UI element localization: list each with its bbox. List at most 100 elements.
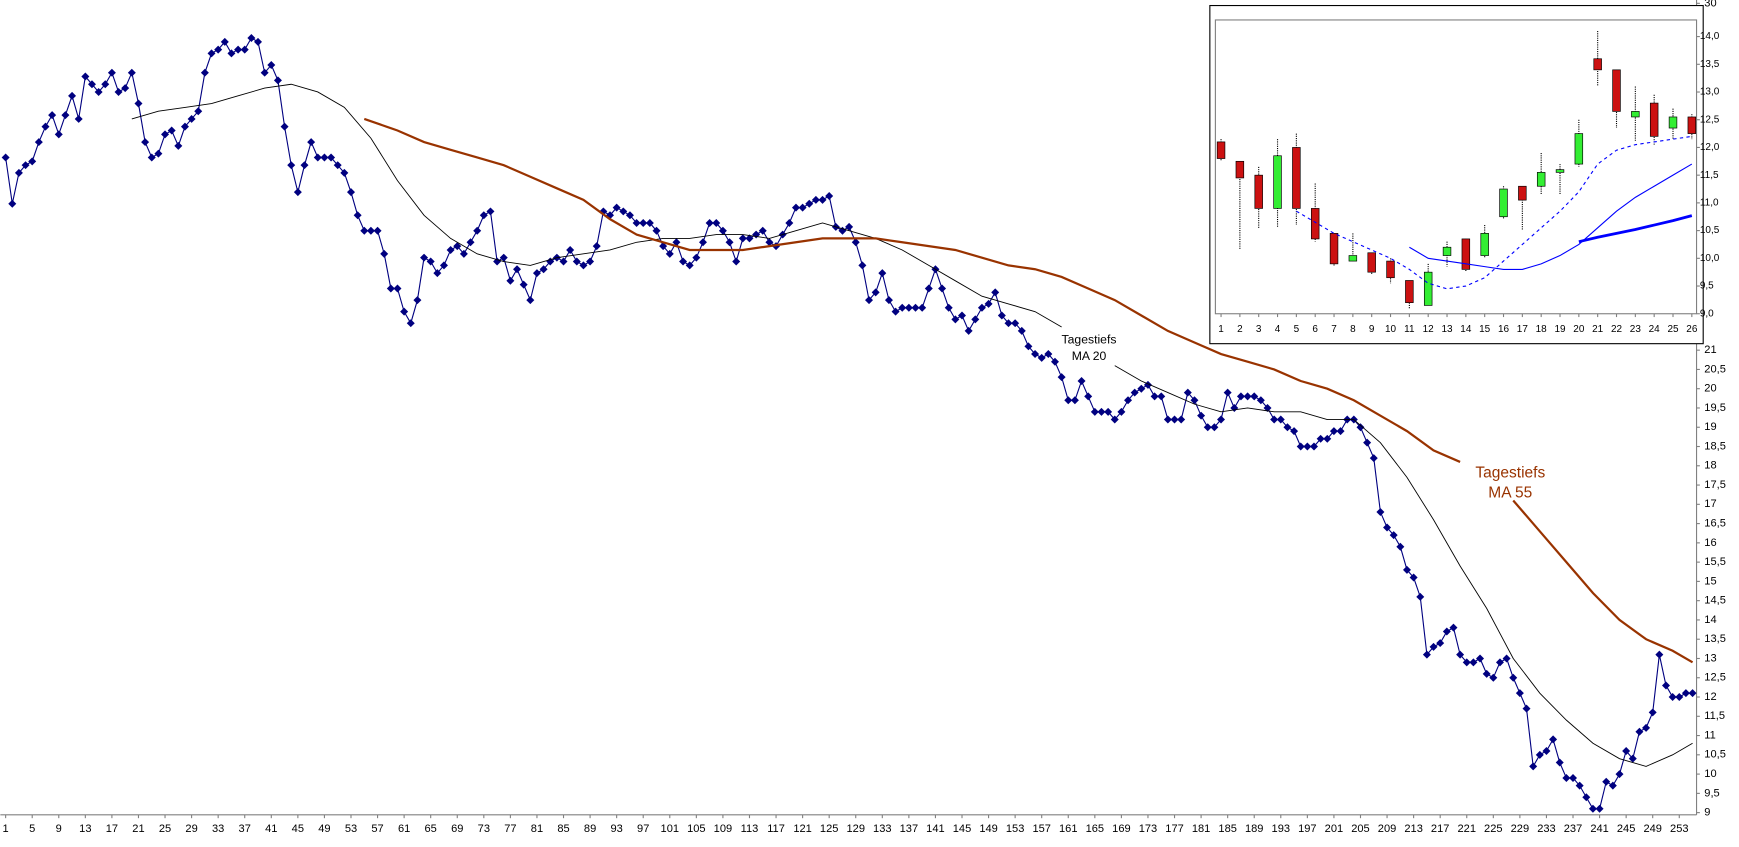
data-point	[1223, 388, 1232, 397]
candle-body	[1593, 58, 1602, 71]
data-point	[1642, 723, 1651, 732]
data-point	[891, 307, 900, 316]
data-point	[167, 126, 176, 135]
data-point	[958, 311, 966, 320]
x-tick-label: 205	[1351, 823, 1369, 835]
data-point	[1588, 804, 1597, 813]
data-point	[154, 149, 163, 158]
data-point	[805, 199, 814, 208]
x-tick-label: 229	[1511, 823, 1529, 835]
candle-body	[1480, 233, 1489, 256]
data-point	[1037, 353, 1046, 362]
y-tick-label: 16	[1704, 537, 1716, 549]
annotation: Tagestiefs	[1062, 333, 1117, 347]
x-tick-label: 225	[1484, 823, 1502, 835]
x-tick-label: 197	[1298, 823, 1316, 835]
x-tick-label: 20	[1573, 324, 1585, 335]
data-point	[878, 269, 887, 278]
candle-body	[1649, 102, 1659, 137]
data-point	[579, 261, 588, 270]
x-tick-label: 10	[1385, 324, 1397, 335]
x-tick-label: 13	[1441, 324, 1453, 335]
data-point	[1017, 326, 1026, 335]
data-point	[333, 161, 342, 170]
candle-body	[1273, 155, 1282, 209]
data-point	[1688, 689, 1697, 698]
data-point	[1569, 773, 1578, 782]
inset-chart: 9,09,510,010,511,011,512,012,513,013,514…	[1209, 4, 1739, 345]
data-point	[121, 84, 130, 93]
data-point	[1489, 673, 1498, 682]
data-point	[141, 138, 150, 147]
data-point	[924, 284, 933, 293]
x-tick-label: 221	[1458, 823, 1476, 835]
data-point	[1515, 689, 1524, 698]
data-point	[1509, 673, 1518, 682]
data-point	[712, 219, 721, 227]
data-point	[752, 230, 761, 239]
data-point	[765, 238, 774, 247]
data-point	[539, 265, 548, 274]
label-cover	[1703, 8, 1739, 344]
data-point	[1363, 438, 1372, 447]
data-point	[227, 49, 236, 58]
data-point	[1217, 415, 1226, 424]
y-tick-label: 13,5	[1700, 59, 1720, 70]
data-point	[811, 195, 820, 204]
x-tick-label: 41	[265, 823, 277, 835]
x-tick-label: 145	[953, 823, 971, 835]
x-tick-label: 81	[531, 823, 543, 835]
x-tick-label: 93	[610, 823, 622, 835]
data-point	[619, 207, 628, 216]
x-tick-label: 117	[767, 823, 785, 835]
y-tick-label: 21	[1704, 344, 1716, 356]
data-point	[1130, 388, 1139, 397]
data-point	[592, 242, 601, 251]
data-point	[207, 49, 216, 58]
data-point	[732, 257, 741, 266]
x-tick-label: 137	[900, 823, 918, 835]
data-point	[1662, 681, 1670, 690]
data-point	[28, 157, 37, 166]
data-point	[1549, 735, 1558, 744]
data-point	[1449, 623, 1458, 632]
data-point	[1482, 669, 1491, 678]
x-tick-label: 16	[1498, 324, 1510, 335]
y-tick-label: 10,0	[1700, 253, 1720, 264]
data-point	[566, 245, 575, 254]
candle-body	[1386, 260, 1395, 279]
data-point	[1210, 423, 1219, 432]
data-point	[1628, 754, 1637, 763]
data-point	[240, 45, 249, 54]
x-tick-label: 113	[741, 823, 759, 835]
x-tick-label: 237	[1564, 823, 1582, 835]
data-point	[991, 288, 1000, 297]
data-point	[1555, 758, 1564, 767]
data-point	[1064, 396, 1073, 405]
x-tick-label: 165	[1086, 823, 1104, 835]
y-tick-label: 14,5	[1704, 595, 1726, 607]
data-point	[307, 138, 316, 147]
y-tick-label: 18,5	[1704, 440, 1726, 452]
data-point	[1356, 423, 1365, 432]
candle-body	[1574, 133, 1584, 165]
data-point	[386, 284, 395, 293]
data-point	[373, 226, 382, 235]
data-point	[519, 280, 528, 289]
data-point	[1383, 523, 1392, 532]
data-point	[353, 211, 362, 220]
data-point	[1097, 407, 1106, 416]
series-line	[1296, 135, 1692, 290]
x-tick-label: 97	[637, 823, 649, 835]
data-point	[107, 68, 116, 77]
annotation: Tagestiefs	[1475, 464, 1545, 481]
data-point	[413, 296, 422, 305]
data-point	[406, 319, 415, 328]
data-point	[858, 261, 867, 270]
data-point	[1190, 396, 1199, 405]
x-tick-label: 153	[1006, 823, 1024, 835]
data-point	[685, 261, 694, 270]
data-point	[41, 122, 50, 131]
x-tick-label: 4	[1275, 324, 1281, 335]
